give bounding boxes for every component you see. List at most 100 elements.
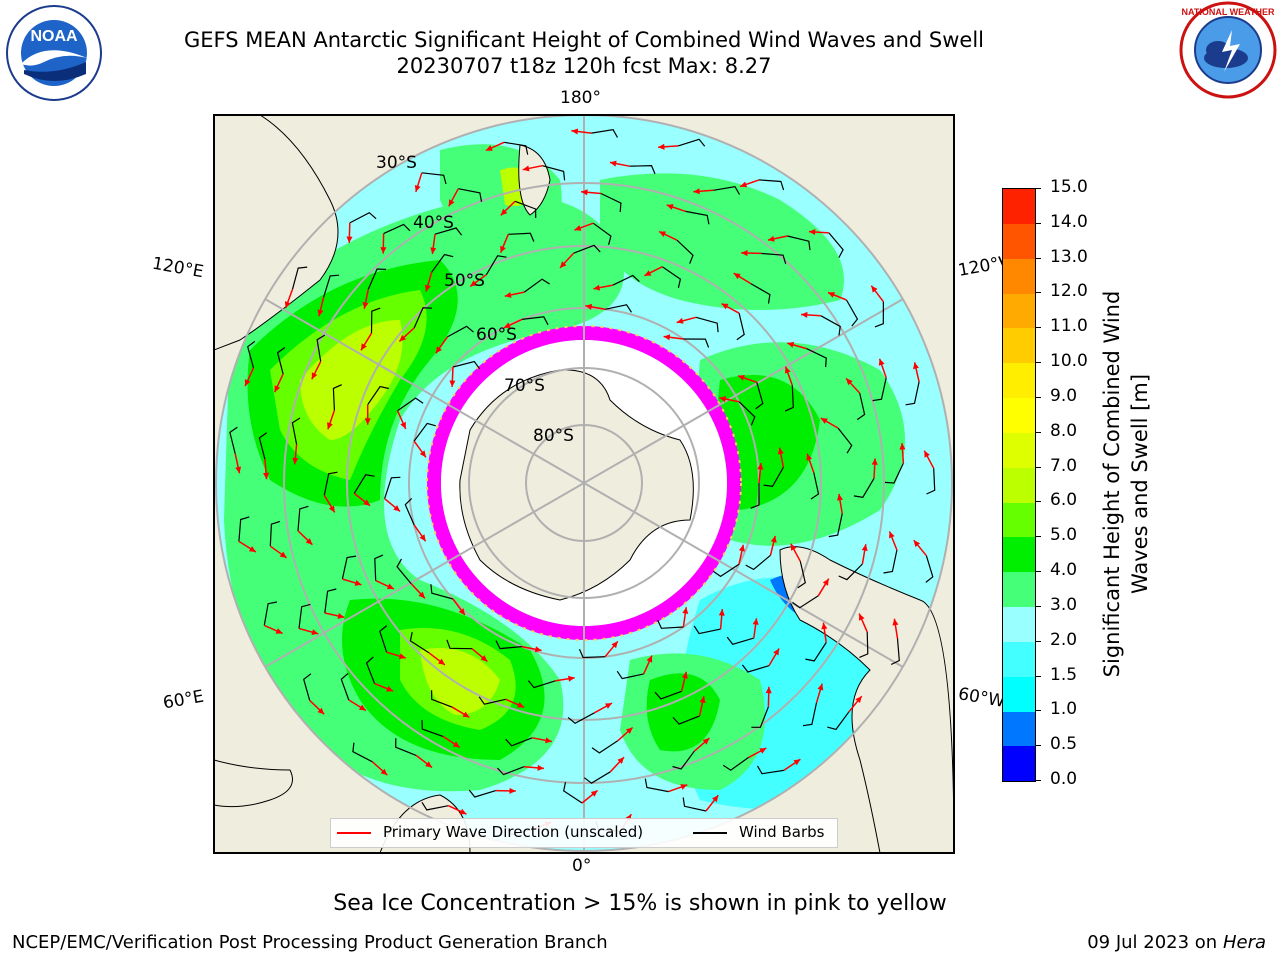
wave-direction-arrowhead <box>859 613 865 621</box>
wave-direction-arrowhead <box>424 284 431 292</box>
colorbar-segment <box>1003 363 1035 399</box>
wind-barb <box>567 712 595 725</box>
wave-direction-arrowhead <box>248 546 256 552</box>
wind-barb <box>276 347 286 375</box>
colorbar-tick-mark <box>1035 188 1041 189</box>
wave-direction-arrowhead <box>244 379 251 387</box>
wind-barb <box>263 601 278 626</box>
wind-barb <box>303 673 312 701</box>
wind-barb <box>838 563 863 581</box>
wave-direction-arrowhead <box>617 757 624 764</box>
wave-direction-arrowhead <box>364 418 371 425</box>
wave-direction-arrowhead <box>274 385 281 393</box>
credit-right: 09 Jul 2023 on Hera <box>1087 932 1266 953</box>
svg-text:NATIONAL WEATHER: NATIONAL WEATHER <box>1182 7 1275 17</box>
wind-barb <box>521 316 549 326</box>
wind-barb <box>367 268 387 290</box>
wave-direction-arrowhead <box>311 372 318 380</box>
wind-barb <box>316 334 326 362</box>
wave-direction-arrowhead <box>380 768 388 776</box>
wave-direction-arrowhead <box>263 472 270 480</box>
colorbar-segment <box>1003 258 1035 294</box>
colorbar-segment <box>1003 746 1035 782</box>
wave-direction-arrowhead <box>363 499 370 506</box>
legend-swatch-wind-barbs <box>693 832 727 834</box>
wind-barb <box>756 765 784 775</box>
wave-direction-arrowhead <box>820 418 828 424</box>
wave-direction-arrowhead <box>362 302 369 309</box>
colorbar-segment <box>1003 223 1035 259</box>
wind-barb <box>573 244 601 254</box>
wind-barb <box>379 625 388 653</box>
wind-barb <box>323 471 338 496</box>
wind-barb <box>741 664 770 673</box>
wave-direction-arrowhead <box>659 231 666 237</box>
wind-barb <box>905 381 920 406</box>
wind-barb <box>505 737 533 747</box>
wind-barb <box>820 315 841 336</box>
colorbar-tick-mark <box>1035 571 1041 573</box>
wave-direction-arrowhead <box>500 208 508 216</box>
wave-direction-arrowhead <box>399 334 407 342</box>
wave-direction-arrowhead <box>646 655 653 663</box>
wind-barb <box>736 313 745 341</box>
wind-barb <box>883 549 898 574</box>
wind-barb <box>583 771 611 784</box>
wind-barb <box>514 200 537 219</box>
wave-direction-arrowhead <box>448 199 455 207</box>
wave-direction-arrowhead <box>822 578 829 586</box>
lat-label: 50°S <box>444 271 485 291</box>
wave-direction-arrowhead <box>808 229 816 235</box>
wave-direction-arrowhead <box>317 309 324 317</box>
wind-barb <box>384 476 401 499</box>
wave-direction-arrowhead <box>593 284 601 291</box>
credit-date: 09 Jul 2023 on <box>1087 932 1223 953</box>
wave-direction-arrowhead <box>718 609 725 616</box>
wave-direction-arrowhead <box>806 453 813 461</box>
wave-direction-arrowhead <box>777 447 784 455</box>
wave-direction-arrowhead <box>430 247 437 254</box>
wind-barb <box>291 266 308 290</box>
wave-direction-arrowhead <box>855 696 862 703</box>
wind-barb <box>750 483 760 509</box>
wind-barb <box>591 129 619 138</box>
wind-barb <box>421 720 444 737</box>
lat-label: 80°S <box>533 426 574 446</box>
credit-left: NCEP/EMC/Verification Post Processing Pr… <box>12 932 608 953</box>
wave-direction-arrowhead <box>380 247 387 254</box>
colorbar-tick-label: 4.0 <box>1050 560 1078 581</box>
wave-direction-arrowhead <box>386 583 394 590</box>
colorbar-segment <box>1003 467 1035 503</box>
wind-barb <box>291 417 301 445</box>
wave-direction-arrowhead <box>737 375 745 381</box>
colorbar-tick-label: 0.5 <box>1050 734 1078 755</box>
wave-direction-arrowhead <box>889 531 895 539</box>
wave-direction-arrowhead <box>398 653 406 660</box>
wind-barb <box>745 554 771 571</box>
colorbar-segment <box>1003 711 1035 747</box>
wave-direction-arrowhead <box>503 322 511 328</box>
colorbar-tick-label: 8.0 <box>1050 420 1078 441</box>
wave-direction-arrowhead <box>899 443 906 450</box>
wind-barb <box>523 278 550 293</box>
lat-label: 60°S <box>476 325 517 345</box>
wind-barb <box>856 392 866 421</box>
wave-direction-arrowhead <box>871 285 878 293</box>
wind-barb <box>431 690 453 708</box>
wave-direction-arrowhead <box>861 544 868 551</box>
wind-barb <box>763 467 784 488</box>
wind-barb <box>340 672 350 701</box>
wind-barb <box>349 211 377 224</box>
wave-direction-arrowhead <box>699 696 706 704</box>
legend-label-wave-direction: Primary Wave Direction (unscaled) <box>383 823 644 841</box>
wind-barb <box>527 680 556 689</box>
wind-barb <box>458 188 483 202</box>
wind-barb <box>370 307 381 334</box>
wave-direction-arrowhead <box>605 703 612 709</box>
colorbar-segment <box>1003 432 1035 468</box>
wave-direction-arrowhead <box>790 543 797 551</box>
wind-barb <box>761 252 787 264</box>
wind-barb <box>269 520 281 547</box>
wave-direction-arrowhead <box>741 250 748 257</box>
lon-label-top: 180° <box>560 88 601 108</box>
